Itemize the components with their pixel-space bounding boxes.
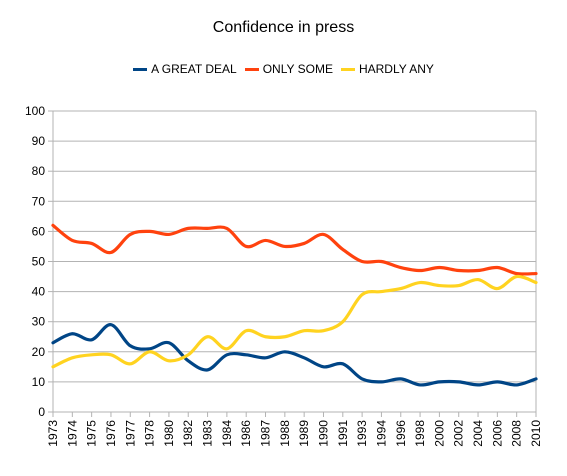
x-tick-label-1975: 1975: [85, 420, 99, 447]
x-tick-label-1990: 1990: [316, 420, 330, 447]
x-tick-label-1977: 1977: [123, 420, 137, 447]
chart-title: Confidence in press: [212, 19, 355, 36]
y-tick-label-20: 20: [32, 345, 46, 359]
x-tick-label-1998: 1998: [413, 420, 427, 447]
legend: A GREAT DEAL ONLY SOME HARDLY ANY: [0, 62, 567, 76]
legend-label-only-some: ONLY SOME: [262, 62, 333, 76]
x-tick-label-1996: 1996: [394, 420, 408, 447]
x-tick-label-1986: 1986: [239, 420, 253, 447]
legend-label-great-deal: A GREAT DEAL: [151, 62, 237, 76]
y-tick-label-100: 100: [25, 104, 45, 118]
series-line-great-deal: [51, 323, 538, 387]
x-tick-label-1984: 1984: [220, 420, 234, 447]
legend-item-only-some: ONLY SOME: [244, 62, 333, 76]
x-tick-label-1983: 1983: [201, 420, 215, 447]
x-tick-label-1976: 1976: [104, 420, 118, 447]
x-tick-label-2002: 2002: [452, 420, 466, 447]
x-tick-label-1974: 1974: [65, 420, 79, 447]
series-line-only-some: [51, 223, 538, 276]
x-tick-label-1973: 1973: [46, 420, 60, 447]
legend-swatch-hardly-any: [340, 67, 355, 71]
legend-swatch-only-some: [244, 67, 259, 71]
x-tick-label-1993: 1993: [355, 420, 369, 447]
y-tick-label-90: 90: [32, 134, 46, 148]
x-tick-label-1991: 1991: [336, 420, 350, 447]
y-tick-label-40: 40: [32, 285, 46, 299]
x-tick-label-1978: 1978: [143, 420, 157, 447]
x-tick-label-2004: 2004: [471, 420, 485, 447]
y-tick-label-30: 30: [32, 315, 46, 329]
y-tick-label-80: 80: [32, 164, 46, 178]
y-tick-label-70: 70: [32, 194, 46, 208]
x-tick-label-2006: 2006: [490, 420, 504, 447]
y-tick-label-10: 10: [32, 375, 46, 389]
legend-item-hardly-any: HARDLY ANY: [340, 62, 434, 76]
legend-swatch-great-deal: [133, 67, 148, 71]
x-tick-label-2000: 2000: [432, 420, 446, 447]
x-tick-label-1982: 1982: [181, 420, 195, 447]
series-line-hardly-any: [51, 274, 538, 369]
x-tick-label-1989: 1989: [297, 420, 311, 447]
y-tick-label-50: 50: [32, 255, 46, 269]
y-tick-label-60: 60: [32, 224, 46, 238]
x-tick-label-2008: 2008: [510, 420, 524, 447]
x-tick-label-1988: 1988: [278, 420, 292, 447]
x-tick-label-2010: 2010: [529, 420, 543, 447]
y-tick-label-0: 0: [38, 405, 45, 419]
legend-item-great-deal: A GREAT DEAL: [133, 62, 237, 76]
legend-label-hardly-any: HARDLY ANY: [358, 62, 434, 76]
x-tick-label-1994: 1994: [374, 420, 388, 447]
x-tick-label-1987: 1987: [259, 420, 273, 447]
x-tick-label-1980: 1980: [162, 420, 176, 447]
